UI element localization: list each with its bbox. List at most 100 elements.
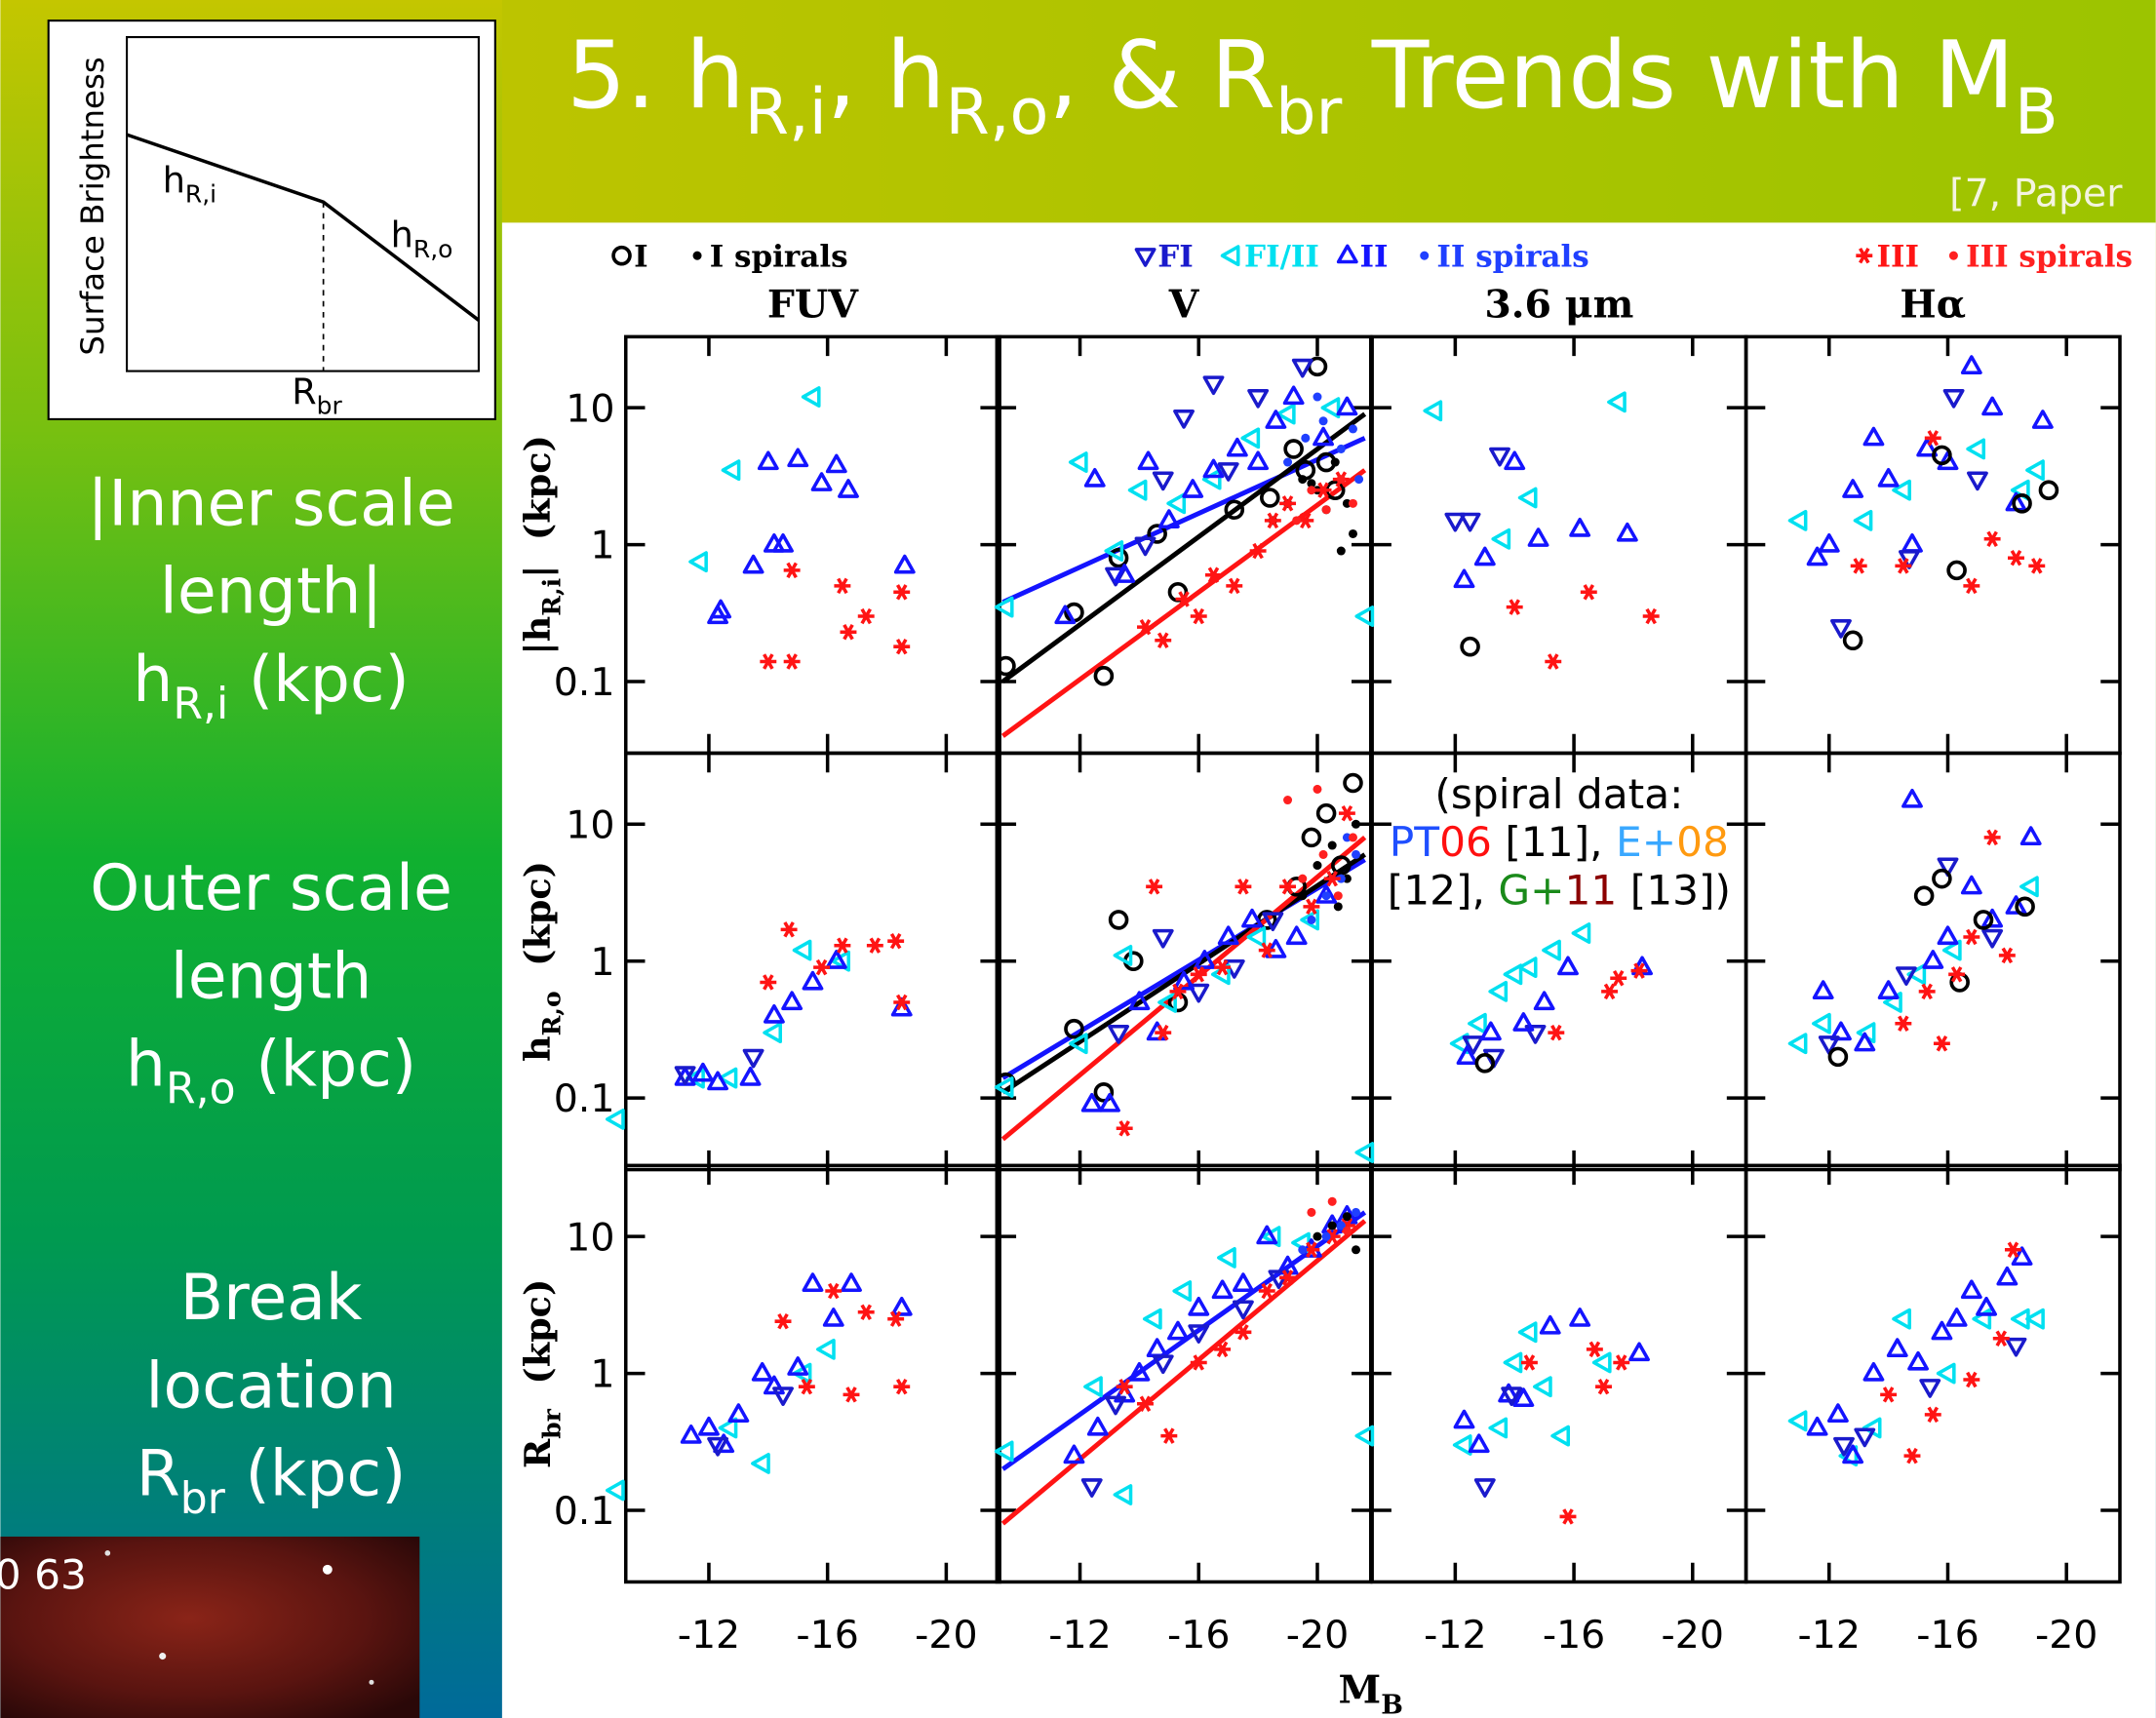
marker-dot [1298,1245,1308,1255]
marker-tri-up [1247,450,1270,471]
marker-tri-up [1862,426,1885,447]
sidebar-label: location [145,1349,396,1423]
marker-asterisk [857,607,875,625]
marker-tri-up [1336,396,1358,416]
marker-tri-left [994,596,1014,618]
marker-tri-up [1128,1361,1151,1382]
marker-tri-left [1423,400,1443,422]
text-part: (kpc) [225,1438,407,1511]
marker-tri-up [1916,437,1939,457]
marker-tri-up [1504,450,1526,471]
x-axis-label: MB [1339,1667,1403,1718]
marker-dot [1321,505,1331,515]
marker-tri-left [1488,1417,1509,1439]
marker-tri-left [2025,459,2045,482]
marker-tri-up [1996,1266,2019,1286]
marker-dot [1298,874,1308,883]
marker-asterisk [1214,1341,1232,1358]
marker-asterisk [1190,607,1207,625]
text-part: Trends with M [1342,20,2015,130]
marker-asterisk [834,937,851,954]
marker-dot [1352,819,1361,829]
marker-asterisk [1630,962,1648,979]
marker-tri-up [707,1071,728,1091]
marker-tri-down [1833,1436,1855,1457]
marker-tri-up [2031,410,2054,429]
marker-dot [1307,479,1316,488]
text-part: 11 [1565,867,1618,915]
marker-tri-left [1892,1308,1911,1330]
marker-dot [1348,424,1357,434]
marker-dot [1318,849,1328,859]
plot-area [501,222,2156,1718]
marker-tri-left [1275,403,1296,425]
marker-asterisk [893,1378,911,1395]
subscript: B [1381,1691,1403,1718]
marker-tri-left [1892,479,1911,501]
marker-tri-down [1188,1324,1210,1344]
marker-dot [1321,891,1331,901]
marker-tri-left [2019,876,2039,898]
marker-asterisk [866,937,883,954]
marker-asterisk [1918,983,1936,1000]
marker-tri-up [772,532,794,553]
marker-tri-down [1202,375,1225,396]
text-part: (spiral data: [1434,770,1683,818]
marker-tri-up [1256,1225,1278,1245]
marker-tri-up [1167,1320,1189,1341]
marker-asterisk [1924,1406,1941,1424]
star [369,1679,374,1685]
panel: 0.1 1 10 FUV |hR,i| (kpc) [517,283,1001,756]
marker-dot [1342,1226,1352,1235]
marker-tri-down [1524,1025,1547,1044]
marker-asterisk [1992,1330,2010,1347]
marker-tri-left [994,1440,1014,1463]
marker-tri-up [1981,908,2004,928]
text-part: 08 [1676,818,1729,866]
marker-tri-down [772,1386,794,1406]
marker-asterisk [1279,495,1297,512]
marker-circle [1108,547,1129,568]
marker-tri-up [1282,385,1305,406]
marker-tri-down [1942,388,1965,409]
marker-asterisk [760,974,777,991]
marker-tri-down [1217,462,1239,482]
marker-tri-left [1083,1376,1103,1398]
marker-tri-up [825,950,847,969]
marker-tri-up [1202,458,1225,479]
marker-tri-down [1152,928,1174,949]
marker-asterisk [1963,1371,1980,1388]
marker-asterisk [1983,829,2001,846]
marker-tri-left [1488,980,1509,1002]
marker-dot [1352,1245,1361,1255]
marker-asterisk [1116,1378,1133,1395]
marker-dot [692,251,702,260]
subscript: R,o [537,991,566,1035]
marker-tri-down [1291,358,1313,378]
marker-asterisk [1235,1324,1252,1341]
marker-asterisk [798,1378,815,1395]
marker-tri-left [816,1338,836,1360]
marker-tri-up [1806,546,1828,566]
citation: [7, Paper [1949,171,2123,215]
marker-tri-up [1960,355,1982,374]
marker-asterisk [857,1304,875,1321]
marker-tri-up [1054,605,1077,625]
marker-tri-left [1157,992,1177,1013]
marker-tri-left [1517,1321,1538,1344]
marker-circle [2012,493,2032,514]
marker-tri-left [1591,1351,1612,1374]
marker-tri-left [1503,1351,1523,1374]
marker-dot [1327,1196,1337,1206]
marker-dot [1313,392,1322,402]
panel-title: Hα [1900,283,1966,328]
marker-tri-up [1226,437,1248,457]
marker-tri-left [1240,427,1261,449]
marker-asterisk [780,921,798,938]
marker-tri-up [1937,925,1959,946]
text-part: (kpc) [228,644,410,717]
marker-asterisk [1963,577,1980,595]
marker-asterisk [1506,599,1523,615]
marker-tri-left [1571,922,1591,944]
